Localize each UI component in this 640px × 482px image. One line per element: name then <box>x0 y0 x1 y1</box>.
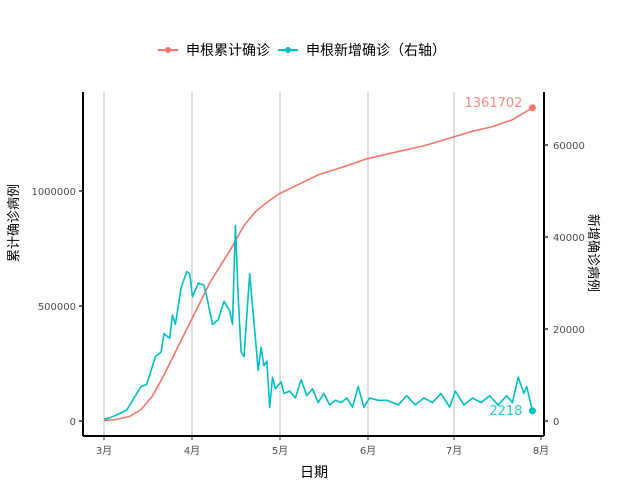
svg-text:3月: 3月 <box>96 445 112 457</box>
svg-text:0: 0 <box>553 417 559 428</box>
legend-label: 申根新增确诊（右轴） <box>306 43 446 59</box>
svg-text:60000: 60000 <box>553 141 585 152</box>
svg-text:0: 0 <box>70 417 76 428</box>
legend-item-cumulative[interactable]: 申根累计确诊 <box>158 40 270 60</box>
svg-text:6月: 6月 <box>360 445 376 457</box>
svg-text:4月: 4月 <box>184 445 200 457</box>
legend-item-daily[interactable]: 申根新增确诊（右轴） <box>278 40 446 60</box>
svg-text:7月: 7月 <box>446 445 462 457</box>
svg-text:1361702: 1361702 <box>465 96 523 111</box>
cumulative-series <box>103 104 536 422</box>
daily-series <box>103 224 536 420</box>
x-axis-title: 日期 <box>300 465 328 481</box>
line-point-icon <box>278 43 298 57</box>
line-point-icon <box>158 43 178 57</box>
axes <box>79 92 548 440</box>
svg-text:1000000: 1000000 <box>31 187 76 198</box>
tick-labels: 3月 4月 5月 6月 7月 8月 0 500000 1000000 0 20000 40000 600… <box>31 141 584 457</box>
y-axis-left-title: 累计确诊病例 <box>7 183 22 262</box>
svg-text:20000: 20000 <box>553 325 585 336</box>
legend-label: 申根累计确诊 <box>186 43 270 59</box>
y-axis-right-title: 新增确诊病例 <box>585 214 600 293</box>
vertical-gridlines <box>103 92 455 436</box>
svg-text:500000: 500000 <box>38 302 76 313</box>
end-labels: 1361702 2218 <box>465 96 523 419</box>
svg-text:2218: 2218 <box>489 404 522 419</box>
svg-text:40000: 40000 <box>553 233 585 244</box>
legend: 申根累计确诊 申根新增确诊（右轴） <box>158 38 454 62</box>
svg-text:8月: 8月 <box>533 445 549 457</box>
svg-text:5月: 5月 <box>272 445 288 457</box>
